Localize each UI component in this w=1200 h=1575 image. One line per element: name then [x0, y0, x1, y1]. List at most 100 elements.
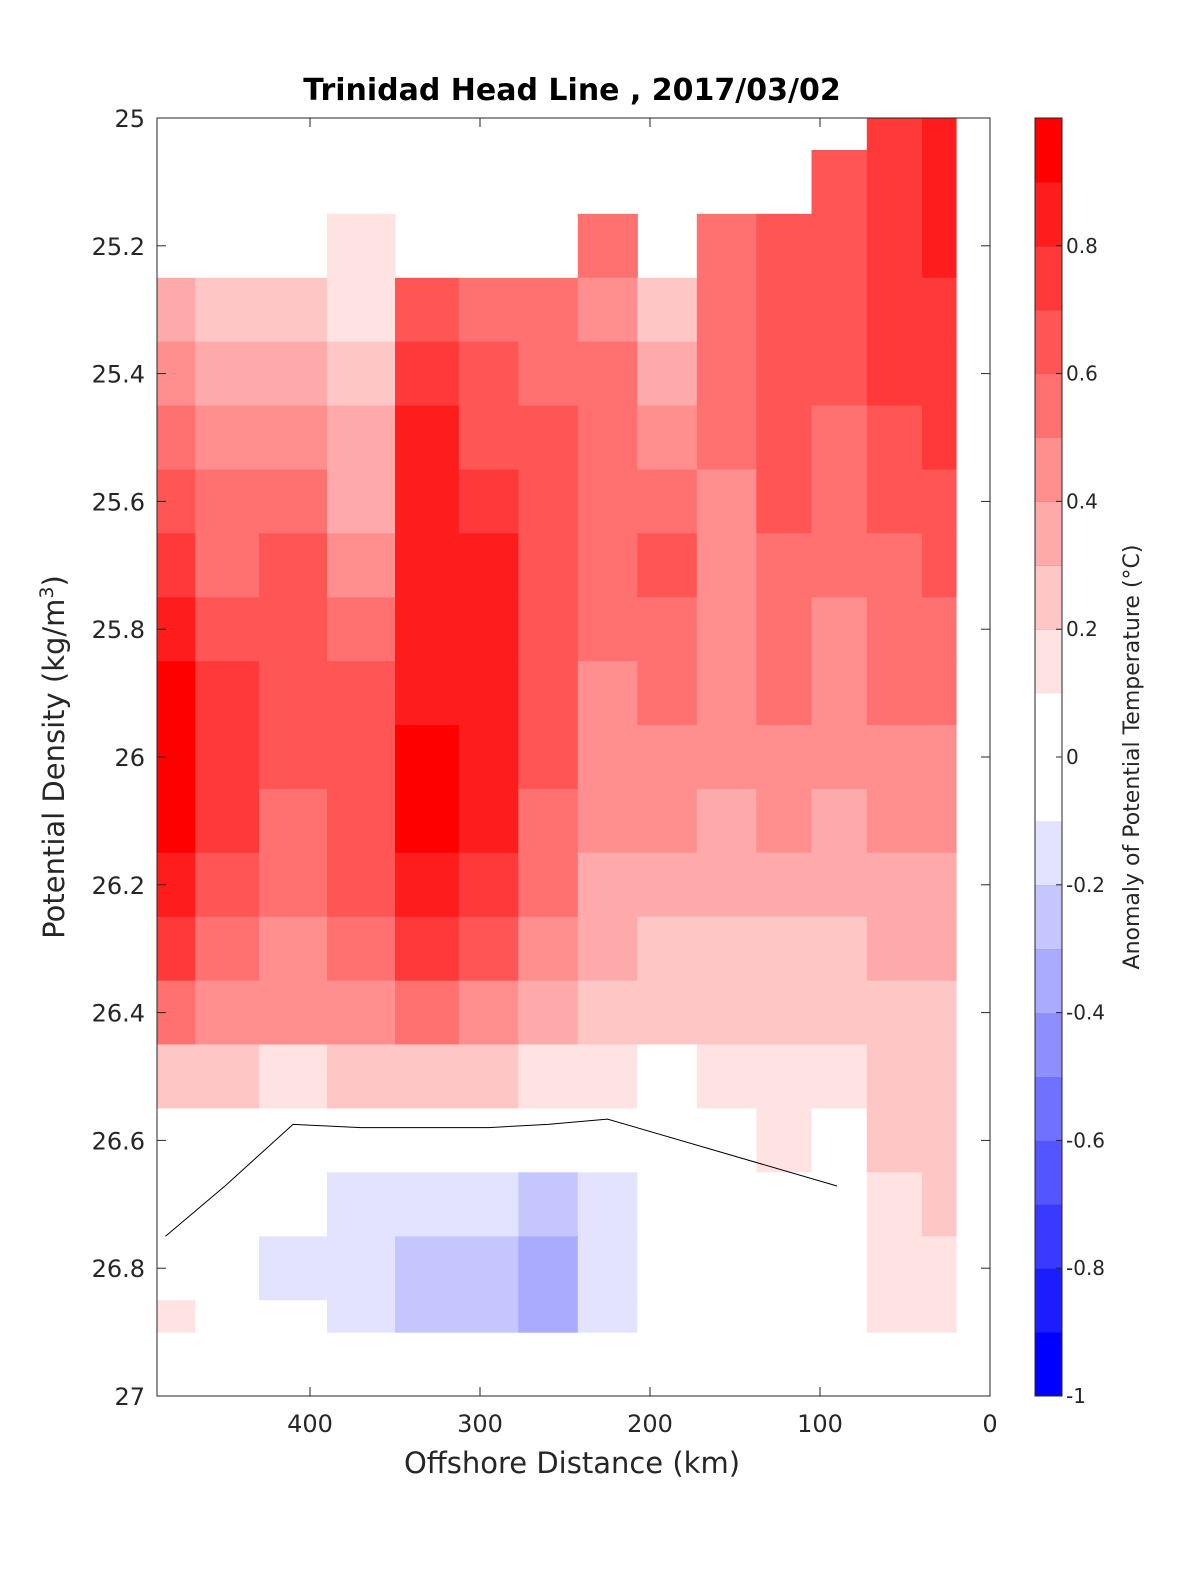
contour-cell: [922, 118, 957, 151]
contour-cell: [922, 150, 957, 215]
contour-cell: [811, 1300, 868, 1333]
contour-cell: [518, 725, 579, 790]
contour-cell: [866, 789, 923, 854]
contour-cell: [811, 1236, 868, 1301]
y-tick-label: 25.2: [92, 233, 145, 261]
contour-cell: [866, 725, 923, 790]
contour-cell: [395, 533, 460, 598]
contour-cell: [696, 1108, 757, 1173]
contour-cell: [518, 1236, 579, 1301]
contour-cell: [756, 1172, 813, 1237]
contour-cell: [637, 725, 698, 790]
contour-cell: [922, 469, 957, 534]
contour-cell: [577, 916, 638, 982]
y-tick-label: 25.6: [92, 488, 145, 516]
contour-cell: [866, 341, 923, 407]
contour-cell: [866, 1236, 923, 1301]
x-axis-label: Offshore Distance (km): [404, 1446, 740, 1480]
colorbar-tick-label: -0.2: [1066, 873, 1105, 897]
contour-cell: [458, 277, 519, 343]
contour-cell: [811, 916, 868, 982]
contour-cell: [458, 533, 519, 598]
contour-cell: [756, 341, 813, 407]
contour-cell: [696, 469, 757, 534]
contour-cell: [259, 405, 328, 470]
contour-cell: [866, 1044, 923, 1109]
contour-cell: [866, 213, 923, 279]
contour-fill: [157, 118, 957, 1333]
contour-cell: [327, 341, 396, 407]
contour-cell: [637, 1236, 698, 1301]
contour-cell: [327, 597, 396, 662]
contour-cell: [637, 1108, 698, 1173]
contour-cell: [866, 597, 923, 662]
contour-cell: [811, 405, 868, 470]
contour-cell: [577, 277, 638, 343]
contour-cell: [395, 1172, 460, 1237]
contour-cell: [458, 661, 519, 726]
colorbar-tick-label: 0.6: [1066, 362, 1098, 386]
chart-title: Trinidad Head Line , 2017/03/02: [303, 73, 840, 108]
contour-cell: [259, 980, 328, 1046]
contour-cell: [866, 916, 923, 982]
contour-cell: [195, 1044, 260, 1109]
colorbar-band: [1035, 118, 1062, 183]
contour-cell: [922, 1300, 957, 1333]
contour-cell: [395, 1044, 460, 1109]
contour-cell: [811, 150, 868, 215]
contour-cell: [395, 916, 460, 982]
contour-cell: [811, 469, 868, 534]
colorbar-band: [1035, 629, 1062, 694]
x-tick-label: 400: [287, 1410, 333, 1438]
contour-cell: [696, 1044, 757, 1109]
contour-cell: [458, 725, 519, 790]
y-tick-label: 26.2: [92, 872, 145, 900]
contour-cell: [518, 1172, 579, 1237]
contour-cell: [259, 1172, 328, 1237]
contour-cell: [922, 1108, 957, 1173]
contour-cell: [195, 533, 260, 598]
y-axis: 25 25.2 25.4 25.6 25.8 26 26.2 26.4 26.6 26.8 27: [92, 105, 990, 1411]
contour-cell: [518, 405, 579, 470]
contour-cell: [458, 980, 519, 1046]
colorbar-tick-label: 0: [1066, 745, 1079, 769]
contour-cell: [866, 852, 923, 918]
contour-cell: [922, 341, 957, 407]
contour-cell: [577, 1236, 638, 1301]
contour-cell: [577, 980, 638, 1046]
contour-cell: [518, 341, 579, 407]
y-tick-label: 27: [114, 1383, 145, 1411]
contour-cell: [259, 597, 328, 662]
contour-cell: [756, 980, 813, 1046]
colorbar-band: [1035, 181, 1062, 247]
colorbar-band: [1035, 245, 1062, 311]
colorbar-band: [1035, 1140, 1062, 1205]
contour-cell: [866, 1172, 923, 1237]
colorbar-band: [1035, 309, 1062, 375]
contour-cell: [866, 1108, 923, 1173]
contour-cell: [756, 916, 813, 982]
contour-cell: [259, 1236, 328, 1301]
zero-contour-path: [165, 1118, 838, 1237]
contour-cell: [696, 597, 757, 662]
contour-cell: [327, 1300, 396, 1333]
contour-cell: [157, 789, 196, 854]
contour-cell: [922, 725, 957, 790]
colorbar-band: [1035, 884, 1062, 950]
contour-cell: [637, 980, 698, 1046]
contour-cell: [259, 1300, 328, 1333]
contour-cell: [696, 725, 757, 790]
contour-cell: [395, 789, 460, 854]
contour-cell: [756, 1236, 813, 1301]
contour-cell: [922, 1236, 957, 1301]
contour-cell: [756, 1108, 813, 1173]
contour-cell: [518, 852, 579, 918]
contour-cell: [756, 725, 813, 790]
contour-cell: [518, 597, 579, 662]
contour-cell: [637, 277, 698, 343]
colorbar-band: [1035, 437, 1062, 502]
colorbar-band: [1035, 373, 1062, 438]
contour-cell: [866, 118, 923, 151]
contour-cell: [866, 405, 923, 470]
contour-cell: [157, 533, 196, 598]
